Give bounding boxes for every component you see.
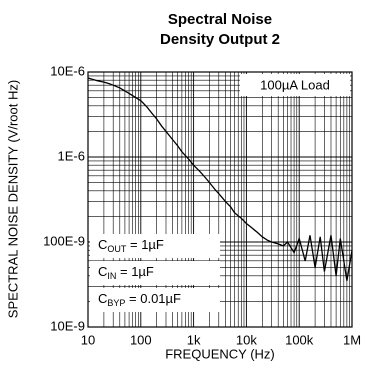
annotation-part: C bbox=[98, 291, 107, 306]
chart-title: Spectral Noise bbox=[168, 11, 272, 28]
annotation-box bbox=[90, 234, 220, 258]
annotation: 100µA Load bbox=[260, 77, 330, 92]
x-axis-label: FREQUENCY (Hz) bbox=[165, 346, 275, 361]
noise-line bbox=[87, 77, 353, 281]
annotation: CBYP = 0.01µF bbox=[98, 291, 181, 308]
annotation-box bbox=[90, 288, 220, 312]
annotation: COUT = 1µF bbox=[98, 237, 164, 254]
x-tick-label: 1M bbox=[343, 332, 361, 347]
annotation-part: = 1µF bbox=[116, 264, 154, 279]
annotation-box bbox=[240, 74, 350, 96]
annotation-subscript: IN bbox=[107, 271, 116, 281]
y-tick-label: 10E-9 bbox=[50, 318, 85, 333]
annotation-part: C bbox=[98, 237, 107, 252]
y-axis-label: SPECTRAL NOISE DENSITY (V/root Hz) bbox=[5, 80, 20, 318]
y-tick-label: 1E-6 bbox=[58, 148, 85, 163]
annotation-part: = 0.01µF bbox=[125, 291, 181, 306]
annotation: CIN = 1µF bbox=[98, 264, 154, 281]
y-tick-label: 100E-9 bbox=[43, 233, 85, 248]
x-tick-label: 1k bbox=[187, 332, 201, 347]
plot-frame bbox=[87, 71, 353, 328]
annotation-subscript: OUT bbox=[107, 244, 127, 254]
chart-title: Density Output 2 bbox=[160, 31, 280, 48]
y-tick-label: 10E-6 bbox=[50, 63, 85, 78]
x-tick-label: 100k bbox=[285, 332, 314, 347]
annotation-part: = 1µF bbox=[126, 237, 164, 252]
x-tick-label: 10 bbox=[81, 332, 95, 347]
annotation-subscript: BYP bbox=[107, 298, 125, 308]
x-tick-label: 10k bbox=[236, 332, 257, 347]
x-tick-label: 100 bbox=[130, 332, 152, 347]
annotation-box bbox=[90, 261, 220, 285]
annotation-part: C bbox=[98, 264, 107, 279]
